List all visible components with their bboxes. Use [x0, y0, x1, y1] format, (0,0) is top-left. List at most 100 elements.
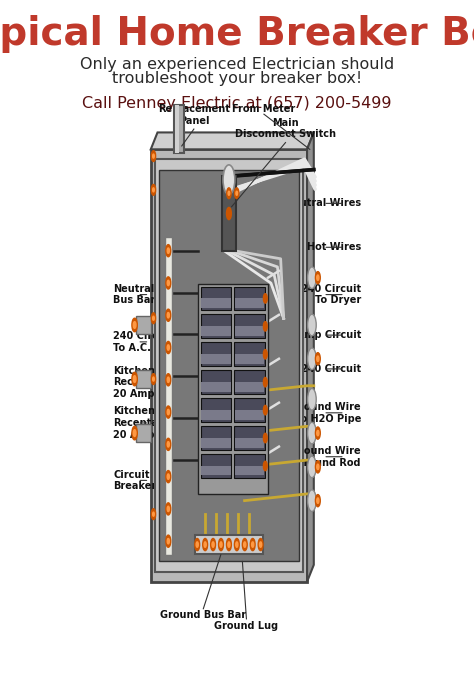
FancyBboxPatch shape	[201, 383, 231, 392]
Circle shape	[132, 318, 137, 332]
Circle shape	[264, 378, 267, 387]
FancyBboxPatch shape	[165, 237, 172, 554]
FancyBboxPatch shape	[234, 427, 265, 450]
Text: Kitchen
Receptacle
20 Amp: Kitchen Receptacle 20 Amp	[113, 366, 173, 399]
Circle shape	[228, 191, 230, 195]
Circle shape	[151, 508, 155, 519]
Circle shape	[264, 433, 267, 443]
Circle shape	[219, 538, 223, 550]
Circle shape	[151, 313, 155, 324]
FancyBboxPatch shape	[136, 316, 151, 334]
Text: Call Penney Electric at (657) 200-5499: Call Penney Electric at (657) 200-5499	[82, 96, 392, 111]
Circle shape	[153, 512, 154, 516]
Circle shape	[151, 184, 155, 195]
FancyBboxPatch shape	[234, 343, 265, 366]
FancyBboxPatch shape	[201, 354, 231, 364]
Circle shape	[133, 376, 136, 383]
Text: 240 Circuit: 240 Circuit	[301, 364, 361, 374]
FancyBboxPatch shape	[151, 150, 307, 582]
Circle shape	[235, 538, 239, 550]
FancyBboxPatch shape	[201, 315, 231, 338]
FancyBboxPatch shape	[234, 454, 265, 478]
Circle shape	[264, 461, 267, 471]
Text: Ground Wire
To Ground Rod: Ground Wire To Ground Rod	[281, 446, 361, 468]
Circle shape	[167, 474, 169, 479]
Circle shape	[167, 313, 169, 318]
Circle shape	[153, 154, 154, 158]
Text: Ground Wire
To H2O Pipe: Ground Wire To H2O Pipe	[292, 402, 361, 424]
Circle shape	[167, 410, 169, 415]
Circle shape	[317, 464, 319, 470]
Circle shape	[151, 374, 155, 385]
FancyBboxPatch shape	[201, 370, 231, 394]
Circle shape	[260, 542, 262, 547]
Text: Neutral
Bus Bar: Neutral Bus Bar	[113, 284, 155, 305]
FancyBboxPatch shape	[235, 383, 264, 392]
Polygon shape	[151, 133, 314, 150]
Text: Neutral Wires: Neutral Wires	[285, 198, 361, 209]
Circle shape	[167, 280, 169, 286]
FancyBboxPatch shape	[201, 343, 231, 366]
FancyBboxPatch shape	[234, 286, 265, 310]
Circle shape	[317, 275, 319, 280]
Circle shape	[228, 542, 230, 547]
Circle shape	[167, 441, 169, 447]
Circle shape	[264, 406, 267, 415]
Circle shape	[264, 294, 267, 303]
Circle shape	[210, 538, 216, 550]
Text: troubleshoot your breaker box!: troubleshoot your breaker box!	[112, 71, 362, 86]
Circle shape	[166, 438, 171, 450]
Polygon shape	[307, 133, 314, 582]
Text: 15 Amp Circuit: 15 Amp Circuit	[280, 330, 361, 340]
Circle shape	[153, 377, 154, 381]
FancyBboxPatch shape	[235, 438, 264, 447]
FancyBboxPatch shape	[201, 466, 231, 475]
Circle shape	[167, 538, 169, 544]
Circle shape	[250, 538, 255, 550]
Circle shape	[308, 422, 316, 444]
Circle shape	[308, 490, 316, 511]
FancyBboxPatch shape	[201, 427, 231, 450]
FancyBboxPatch shape	[235, 299, 264, 308]
Circle shape	[227, 207, 231, 219]
FancyBboxPatch shape	[194, 535, 263, 554]
Circle shape	[308, 314, 316, 336]
Circle shape	[227, 188, 231, 198]
Circle shape	[317, 431, 319, 436]
FancyBboxPatch shape	[174, 106, 183, 153]
FancyBboxPatch shape	[198, 284, 268, 494]
Circle shape	[204, 542, 206, 547]
FancyBboxPatch shape	[234, 370, 265, 394]
Circle shape	[264, 349, 267, 359]
Circle shape	[264, 322, 267, 331]
FancyBboxPatch shape	[221, 176, 237, 250]
Circle shape	[212, 542, 214, 547]
Text: Ground Lug: Ground Lug	[214, 621, 279, 631]
FancyBboxPatch shape	[175, 106, 179, 153]
Text: 240 Circuit
To Dryer: 240 Circuit To Dryer	[301, 284, 361, 305]
Text: Circuit
Breakers: Circuit Breakers	[113, 470, 162, 492]
FancyBboxPatch shape	[201, 398, 231, 422]
FancyBboxPatch shape	[234, 398, 265, 422]
Circle shape	[258, 538, 263, 550]
Circle shape	[236, 542, 238, 547]
FancyBboxPatch shape	[159, 170, 299, 561]
FancyBboxPatch shape	[235, 410, 264, 420]
Text: Ground Bus Bar: Ground Bus Bar	[160, 610, 246, 620]
Circle shape	[151, 151, 155, 162]
FancyBboxPatch shape	[201, 438, 231, 447]
Circle shape	[133, 322, 136, 328]
FancyBboxPatch shape	[201, 286, 231, 310]
Circle shape	[167, 506, 169, 512]
Circle shape	[166, 341, 171, 353]
Circle shape	[196, 542, 198, 547]
Circle shape	[227, 538, 231, 550]
Text: 240 Circuit
To A.C.: 240 Circuit To A.C.	[113, 331, 173, 353]
Circle shape	[167, 345, 169, 350]
Circle shape	[315, 461, 320, 473]
Circle shape	[252, 542, 254, 547]
Circle shape	[308, 348, 316, 370]
Circle shape	[317, 356, 319, 362]
Circle shape	[223, 165, 235, 194]
Circle shape	[308, 389, 316, 410]
